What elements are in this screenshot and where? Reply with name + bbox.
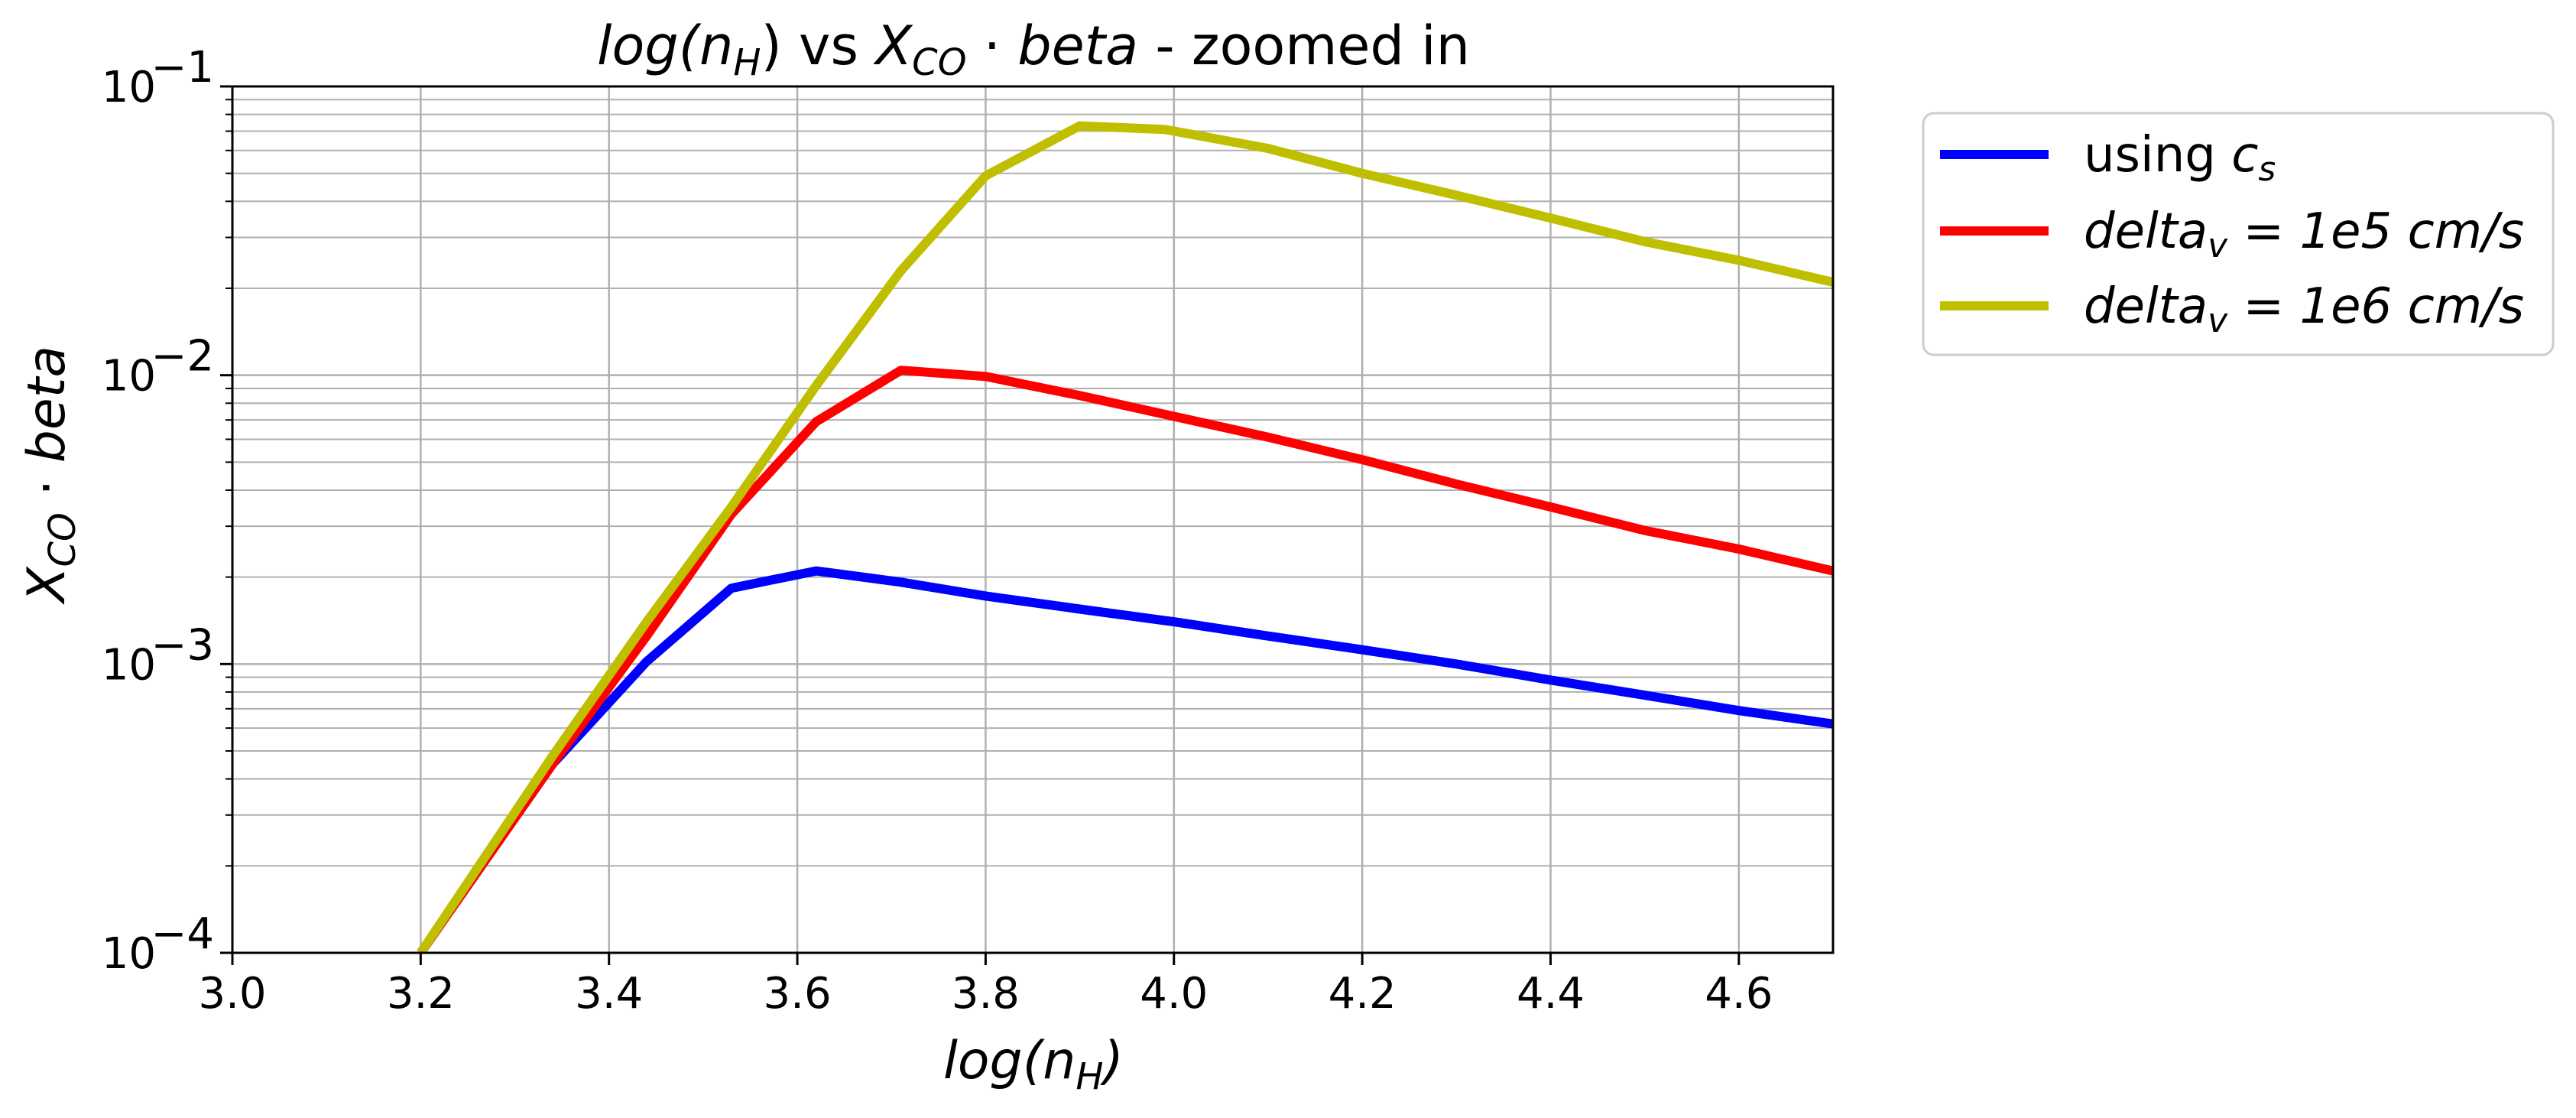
x-tick-label: 3.0 — [198, 969, 266, 1019]
y-tick-label: 10 — [102, 352, 156, 401]
x-axis-label: log(nH) — [943, 1031, 1124, 1098]
title-suffix: - zoomed in — [1138, 15, 1470, 77]
series-layer — [417, 121, 1833, 954]
plot-frame — [231, 85, 1835, 954]
y-tick-label: 10 — [102, 640, 156, 690]
xlabel-close: ) — [1099, 1031, 1124, 1091]
y-tick-exponent: −4 — [151, 909, 214, 959]
legend-box — [1922, 112, 2555, 356]
legend-2-tail: = 1e6 cm/s — [2227, 278, 2524, 335]
series-line-2 — [417, 121, 1833, 953]
legend-1-tail: = 1e5 cm/s — [2227, 203, 2524, 260]
y-tick-label: 10 — [102, 929, 156, 979]
ylabel-sub: CO — [41, 512, 84, 567]
title-log-sub: H — [733, 41, 761, 84]
legend-2-sub: v — [2208, 301, 2228, 340]
title-vs: vs — [782, 15, 875, 77]
legend-1-sub: v — [2208, 226, 2228, 265]
legend-0-italic: c — [2231, 127, 2258, 184]
legend: using cs deltav = 1e5 cm/s deltav = 1e6 … — [1922, 112, 2555, 356]
ylabel-dot: · — [17, 463, 77, 512]
x-tick-label: 4.4 — [1517, 969, 1585, 1019]
legend-label-delta-1e6: deltav = 1e6 cm/s — [2084, 278, 2524, 340]
chart-title: log(nH) vs XCO · beta - zoomed in — [597, 15, 1470, 84]
legend-0-text: using — [2084, 127, 2231, 184]
title-beta: beta — [1017, 15, 1138, 77]
legend-1-italic: delta — [2084, 203, 2208, 260]
x-tick-label: 3.6 — [764, 969, 832, 1019]
grid — [231, 86, 1833, 954]
title-dot: · — [966, 15, 1017, 77]
x-tick-label: 4.2 — [1329, 969, 1397, 1019]
x-tick-label: 3.2 — [387, 969, 455, 1019]
x-tick-label: 3.4 — [575, 969, 643, 1019]
series-line-0 — [417, 566, 1833, 953]
title-x-sub: CO — [912, 41, 966, 84]
x-ticks: 3.0 3.2 3.4 3.6 3.8 4.0 4.2 4.4 4.6 — [198, 953, 1773, 1019]
xlabel-log: log(n — [943, 1031, 1075, 1091]
ylabel-beta: beta — [17, 346, 77, 463]
y-tick-exponent: −1 — [151, 43, 214, 93]
title-log: log(n — [597, 15, 733, 77]
legend-0-sub: s — [2258, 150, 2276, 189]
xlabel-sub: H — [1075, 1055, 1103, 1098]
legend-label-using-cs: using cs — [2084, 127, 2276, 189]
y-ticks: 10−410−310−210−1 — [102, 43, 232, 979]
title-x: X — [872, 15, 913, 77]
y-axis-label: XCO · beta — [17, 346, 84, 605]
y-tick-label: 10 — [102, 63, 156, 112]
x-tick-label: 4.0 — [1140, 969, 1208, 1019]
legend-label-delta-1e5: deltav = 1e5 cm/s — [2084, 203, 2524, 265]
ylabel-x: X — [17, 566, 77, 605]
legend-2-italic: delta — [2084, 278, 2208, 335]
x-tick-label: 4.6 — [1705, 969, 1773, 1019]
series-line-1 — [417, 366, 1833, 953]
y-tick-exponent: −3 — [151, 620, 214, 670]
title-log-close: ) — [761, 15, 781, 77]
x-tick-label: 3.8 — [952, 969, 1020, 1019]
y-tick-exponent: −2 — [151, 332, 214, 382]
